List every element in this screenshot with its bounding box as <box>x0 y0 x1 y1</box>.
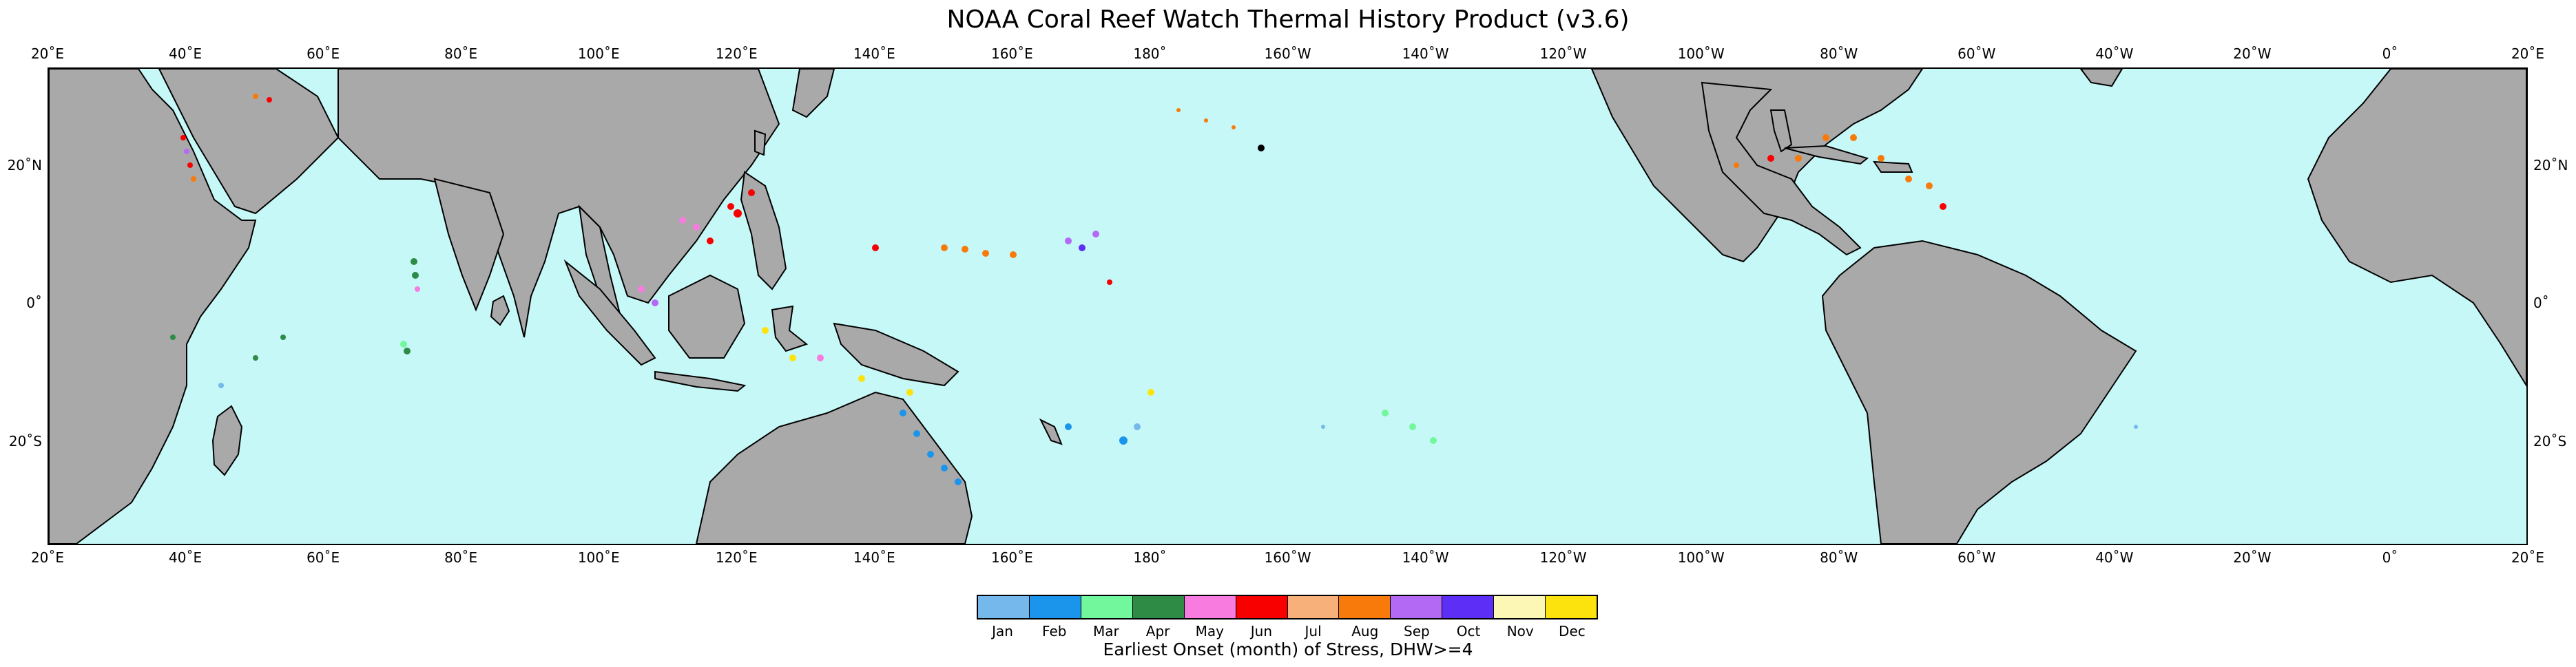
madagascar-landmass <box>211 405 243 476</box>
lat-label-right: 20˚N <box>2533 157 2568 173</box>
colorbar-swatch-dec <box>1545 596 1597 618</box>
map-svg <box>49 69 2526 544</box>
lon-label-top: 160˚E <box>990 45 1033 62</box>
lat-label-right: 0˚ <box>2533 295 2549 311</box>
lon-label-bottom: 180˚ <box>1133 549 1167 566</box>
australia-landmass <box>695 391 973 544</box>
taiwan-landmass <box>754 129 767 156</box>
colorbar-label-feb: Feb <box>1042 623 1067 639</box>
lon-label-top: 20˚E <box>30 45 65 62</box>
map-panel[interactable] <box>48 67 2528 545</box>
colorbar-swatch-jul <box>1287 596 1339 618</box>
lon-label-top: 160˚W <box>1264 45 1311 62</box>
lat-label-left: 0˚ <box>26 295 42 311</box>
colorbar-swatch-jan <box>978 596 1029 618</box>
colorbar-label-apr: Apr <box>1145 623 1170 639</box>
lon-label-bottom: 20˚E <box>30 549 65 566</box>
colorbar-label-nov: Nov <box>1506 623 1534 639</box>
colorbar-swatch-apr <box>1132 596 1184 618</box>
colorbar-title: Earliest Onset (month) of Stress, DHW>=4 <box>1103 639 1473 659</box>
lon-label-bottom: 80˚E <box>444 549 478 566</box>
reef-stress-markers <box>170 94 2138 485</box>
lon-label-bottom: 160˚W <box>1264 549 1311 566</box>
cuba-landmass <box>1784 145 1869 165</box>
lon-label-top: 180˚ <box>1133 45 1167 62</box>
hispaniola-landmass <box>1873 160 1913 173</box>
colorbar-swatch-jun <box>1235 596 1287 618</box>
lon-label-bottom: 60˚E <box>307 549 340 566</box>
colorbar-label-may: May <box>1195 623 1224 639</box>
lon-label-bottom: 60˚W <box>1957 549 1996 566</box>
lon-label-top: 100˚W <box>1677 45 1725 62</box>
lon-label-bottom: 0˚ <box>2382 549 2398 566</box>
lon-label-top: 0˚ <box>2382 45 2398 62</box>
lon-label-top: 80˚W <box>1820 45 1858 62</box>
lat-label-left: 20˚S <box>8 433 42 449</box>
lon-label-bottom: 160˚E <box>990 549 1033 566</box>
colorbar <box>977 595 1598 620</box>
colorbar-label-oct: Oct <box>1456 623 1481 639</box>
lon-label-bottom: 100˚E <box>577 549 620 566</box>
borneo-landmass <box>668 274 746 359</box>
lon-label-top: 120˚E <box>715 45 758 62</box>
colorbar-label-aug: Aug <box>1351 623 1379 639</box>
colorbar-label-dec: Dec <box>1559 623 1586 639</box>
sumatra-landmass <box>563 259 656 366</box>
lon-label-bottom: 120˚E <box>715 549 758 566</box>
lat-label-left: 20˚N <box>7 157 42 173</box>
colorbar-label-sep: Sep <box>1404 623 1430 639</box>
philippines-landmass <box>740 171 787 290</box>
lon-label-bottom: 80˚W <box>1820 549 1858 566</box>
colorbar-swatch-oct <box>1442 596 1494 618</box>
colorbar-label-jun: Jun <box>1250 623 1273 639</box>
lon-label-top: 140˚W <box>1402 45 1449 62</box>
sri-lanka-landmass <box>490 295 510 326</box>
lon-label-top: 100˚E <box>577 45 620 62</box>
lon-label-top: 40˚E <box>169 45 202 62</box>
lon-label-bottom: 20˚W <box>2233 549 2272 566</box>
lon-label-bottom: 120˚W <box>1539 549 1587 566</box>
lon-label-bottom: 100˚W <box>1677 549 1725 566</box>
lon-label-top: 120˚W <box>1539 45 1587 62</box>
colorbar-label-jan: Jan <box>992 623 1013 639</box>
greenland-fragment <box>2079 69 2123 87</box>
lon-label-bottom: 140˚W <box>1402 549 1449 566</box>
colorbar-swatch-aug <box>1338 596 1391 618</box>
colorbar-swatch-mar <box>1080 596 1132 618</box>
lon-label-top: 60˚E <box>307 45 340 62</box>
west-africa-landmass <box>2307 69 2526 387</box>
lon-label-bottom: 140˚E <box>853 549 895 566</box>
colorbar-label-jul: Jul <box>1305 623 1322 639</box>
africa-landmass <box>49 69 257 544</box>
new-caledonia-landmass <box>1039 418 1063 445</box>
lon-label-bottom: 40˚E <box>169 549 202 566</box>
central-america-landmass <box>1701 81 1862 256</box>
colorbar-swatch-may <box>1183 596 1236 618</box>
new-guinea-landmass <box>833 322 959 387</box>
arabia-landmass <box>158 69 340 215</box>
india-landmass <box>433 178 505 312</box>
lon-label-top: 20˚E <box>2511 45 2545 62</box>
colorbar-swatch-sep <box>1390 596 1442 618</box>
lon-label-top: 140˚E <box>853 45 895 62</box>
lon-label-top: 20˚W <box>2233 45 2272 62</box>
lon-label-bottom: 40˚W <box>2095 549 2134 566</box>
colorbar-swatch-nov <box>1493 596 1546 618</box>
sulawesi-landmass <box>771 305 809 352</box>
south-america-landmass <box>1821 240 2137 544</box>
chart-title: NOAA Coral Reef Watch Thermal History Pr… <box>946 6 1630 34</box>
lat-label-right: 20˚S <box>2533 433 2567 449</box>
java-landmass <box>654 370 747 392</box>
landmasses <box>49 69 2526 544</box>
colorbar-swatch-feb <box>1028 596 1081 618</box>
lon-label-top: 60˚W <box>1957 45 1996 62</box>
lon-label-top: 80˚E <box>444 45 478 62</box>
lon-label-bottom: 20˚E <box>2511 549 2545 566</box>
colorbar-label-mar: Mar <box>1093 623 1119 639</box>
japan-landmass <box>791 69 835 118</box>
lon-label-top: 40˚W <box>2095 45 2134 62</box>
